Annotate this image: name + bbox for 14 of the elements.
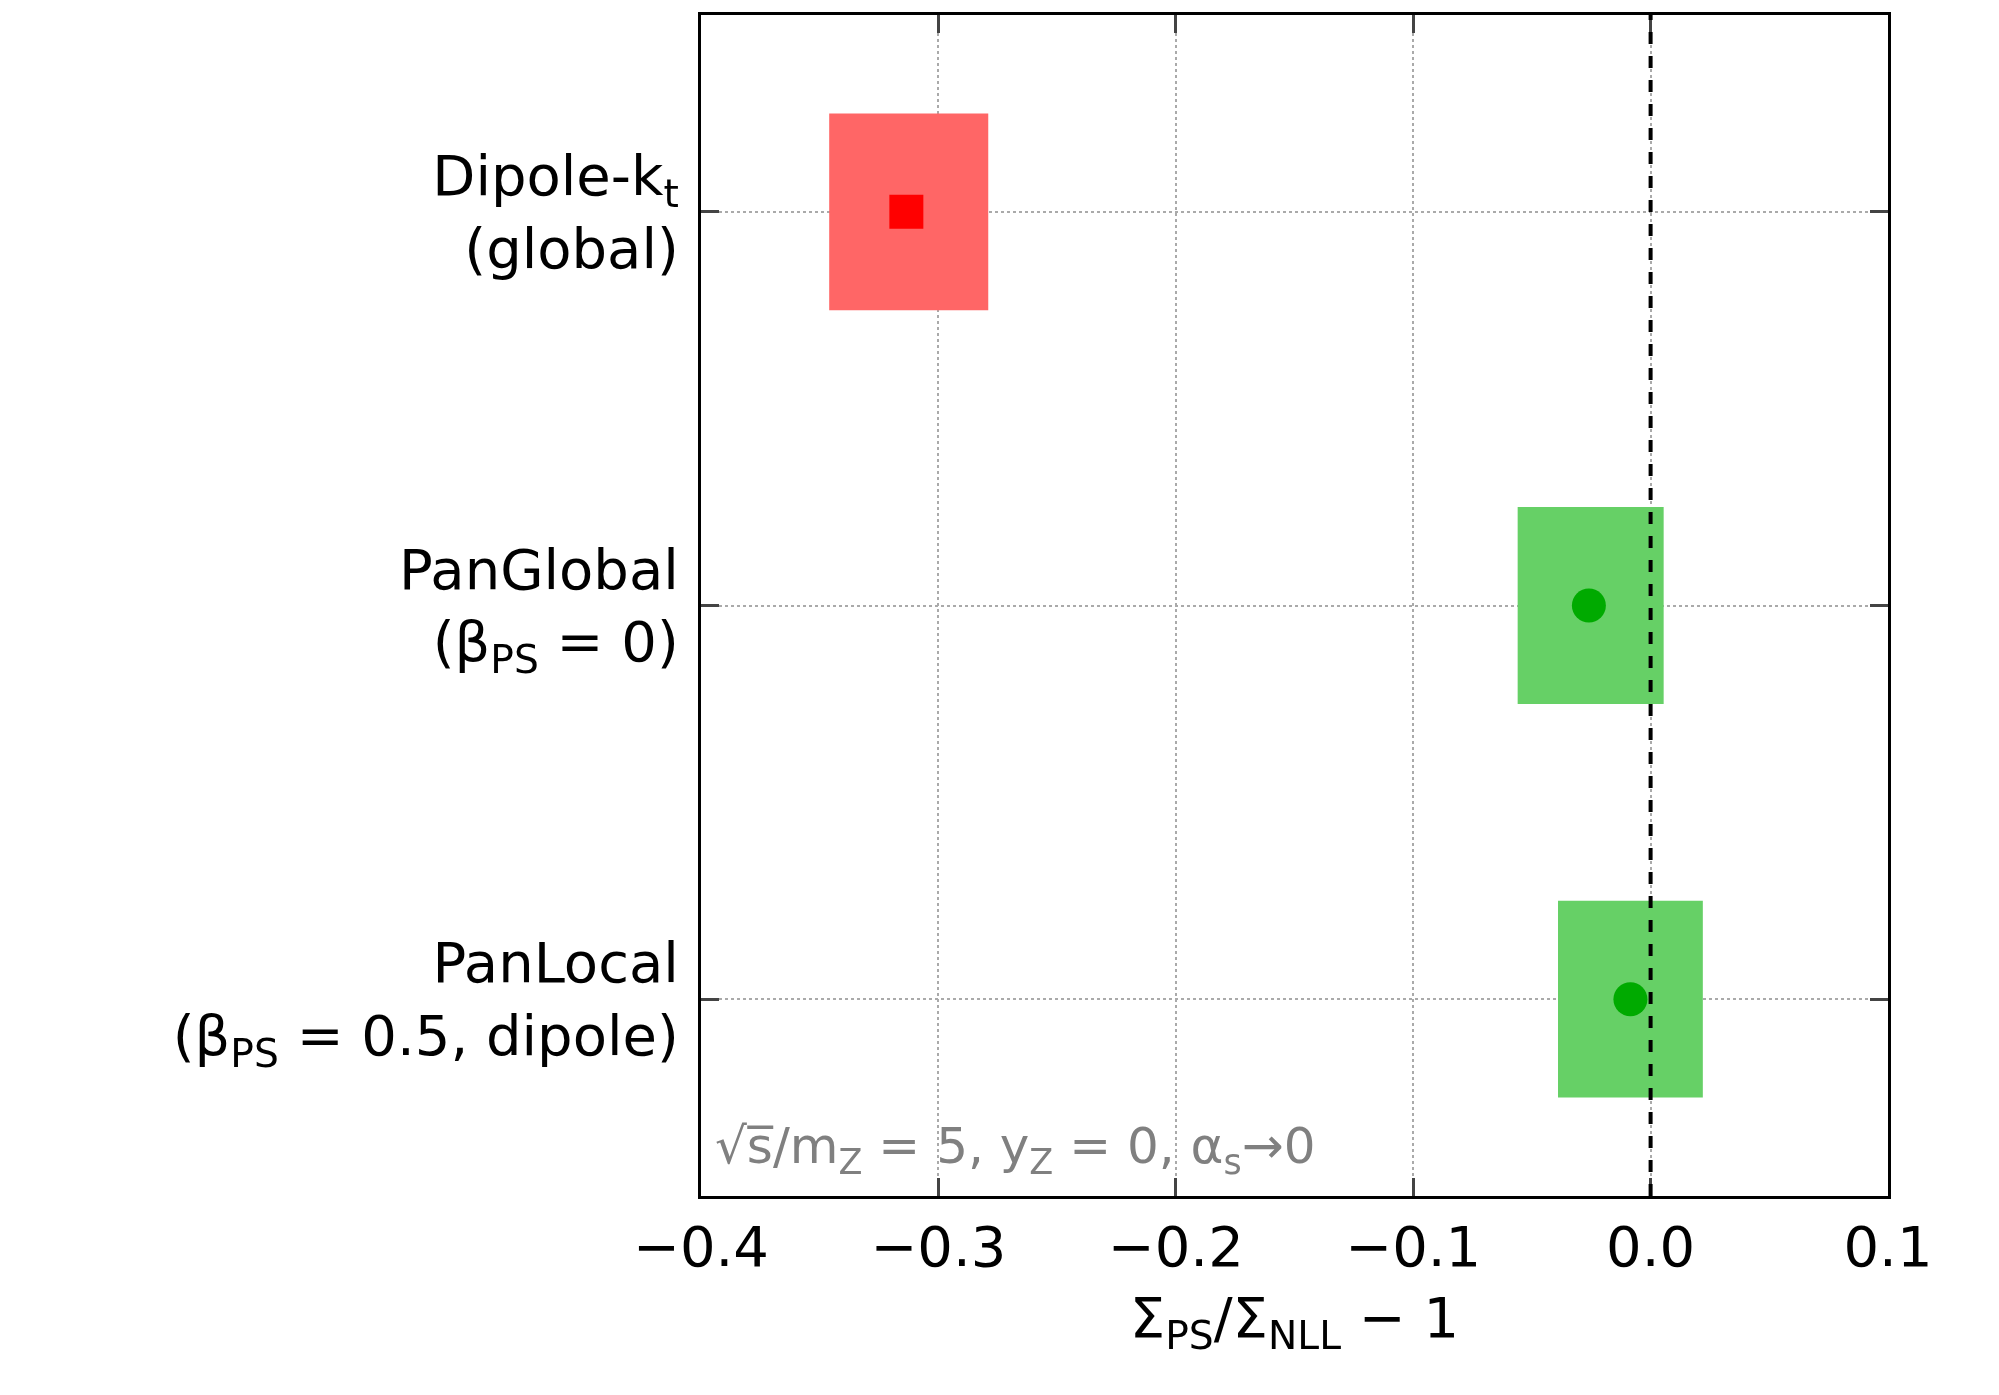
bar xyxy=(1517,507,1664,704)
category-label: PanLocal (β$_{PS}$ = 0.5, dipole) xyxy=(172,930,679,1076)
annotation: √s̅/m$_{Z}$ = 5, y$_{Z}$ = 0, α$_{s}$→0 xyxy=(715,1117,1316,1182)
bar xyxy=(1558,900,1703,1098)
y-tick-label: Dipole-k$_{t}$ (global) xyxy=(432,143,679,281)
y-tick-label: PanGlobal (β$_{PS}$ = 0) xyxy=(399,536,679,683)
x-tick-label: 0.0 xyxy=(1606,1214,1696,1280)
x-axis-title: Σ$_{PS}$/Σ$_{NLL}$ − 1 xyxy=(1129,1284,1460,1358)
x-tick-label: −0.1 xyxy=(1345,1214,1482,1280)
x-tick-label: 0.1 xyxy=(1843,1214,1933,1280)
x-tick-label: −0.3 xyxy=(870,1214,1007,1280)
x-tick-label: −0.2 xyxy=(1107,1214,1244,1280)
bar xyxy=(829,113,989,311)
x-tick-label: −0.4 xyxy=(633,1214,769,1280)
